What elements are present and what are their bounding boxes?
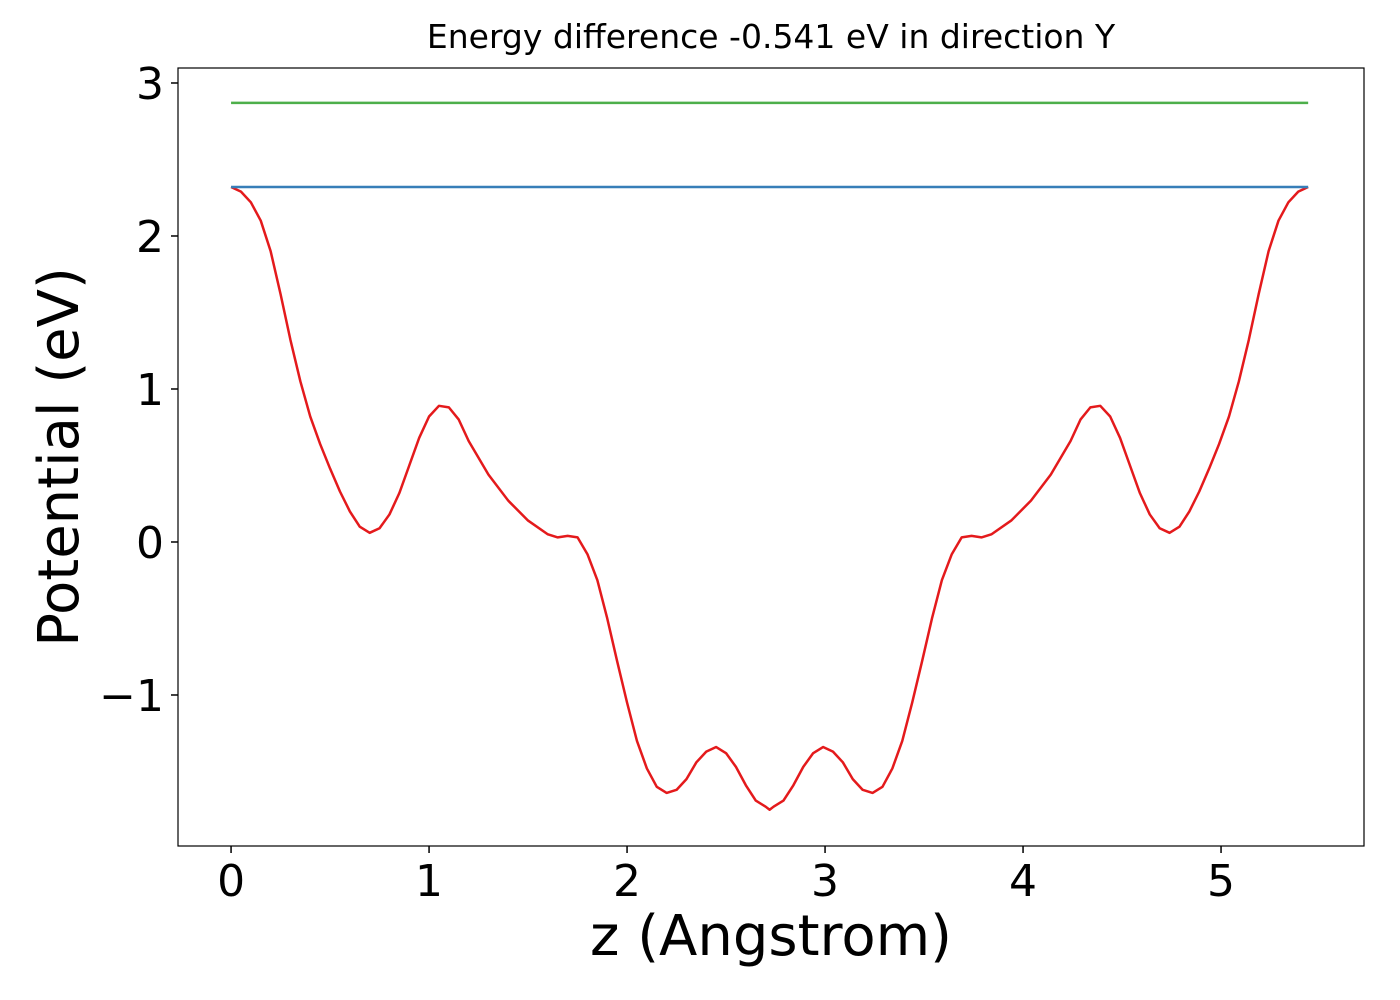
y-tick-label: −1 [99, 671, 164, 722]
y-axis-label: Potential (eV) [27, 267, 92, 647]
y-tick-label: 1 [136, 365, 164, 416]
x-tick-label: 2 [613, 856, 641, 907]
x-tick-label: 0 [217, 856, 245, 907]
x-tick-label: 5 [1207, 856, 1235, 907]
x-tick-label: 4 [1009, 856, 1037, 907]
y-tick-label: 2 [136, 212, 164, 263]
x-axis-label: z (Angstrom) [590, 904, 952, 969]
y-tick-label: 0 [136, 518, 164, 569]
x-tick-label: 3 [811, 856, 839, 907]
plot-frame [177, 67, 1365, 847]
y-tick-label: 3 [136, 59, 164, 110]
series-line [230, 185, 1309, 811]
x-tick-label: 1 [415, 856, 443, 907]
chart-title: Energy difference -0.541 eV in direction… [427, 17, 1116, 56]
